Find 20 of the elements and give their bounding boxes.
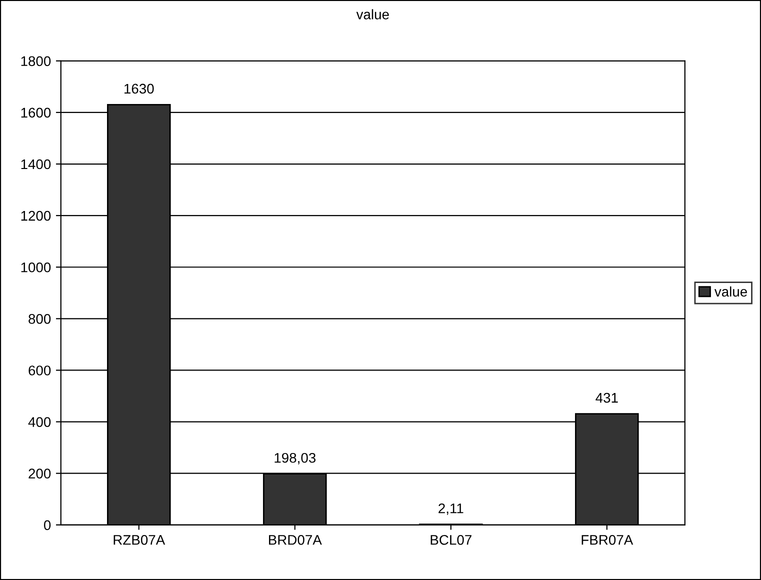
- data-label: 2,11: [438, 503, 464, 515]
- y-tick-label: 1200: [21, 210, 51, 221]
- x-tick-label: BCL07: [430, 534, 472, 545]
- data-label: 431: [596, 392, 618, 403]
- y-tick-label: 0: [44, 520, 51, 530]
- y-tick-label: 1400: [21, 159, 51, 170]
- x-tick-label: BRD07A: [269, 534, 322, 545]
- y-tick-label: 800: [28, 314, 51, 324]
- y-tick-label: 1800: [21, 56, 51, 66]
- y-tick-label: 200: [28, 468, 51, 479]
- data-label: 198,03: [274, 452, 316, 464]
- y-tick-label: 600: [28, 366, 51, 376]
- x-tick-label: RZB07A: [114, 534, 166, 545]
- x-tick-label: FBR07A: [582, 534, 634, 545]
- y-tick-label: 1000: [21, 262, 51, 272]
- y-tick-label: 400: [28, 417, 51, 427]
- data-label: 1630: [124, 84, 154, 94]
- chart-title: value: [356, 9, 389, 20]
- y-tick-label: 1600: [21, 108, 51, 118]
- legend-label: value: [714, 286, 747, 297]
